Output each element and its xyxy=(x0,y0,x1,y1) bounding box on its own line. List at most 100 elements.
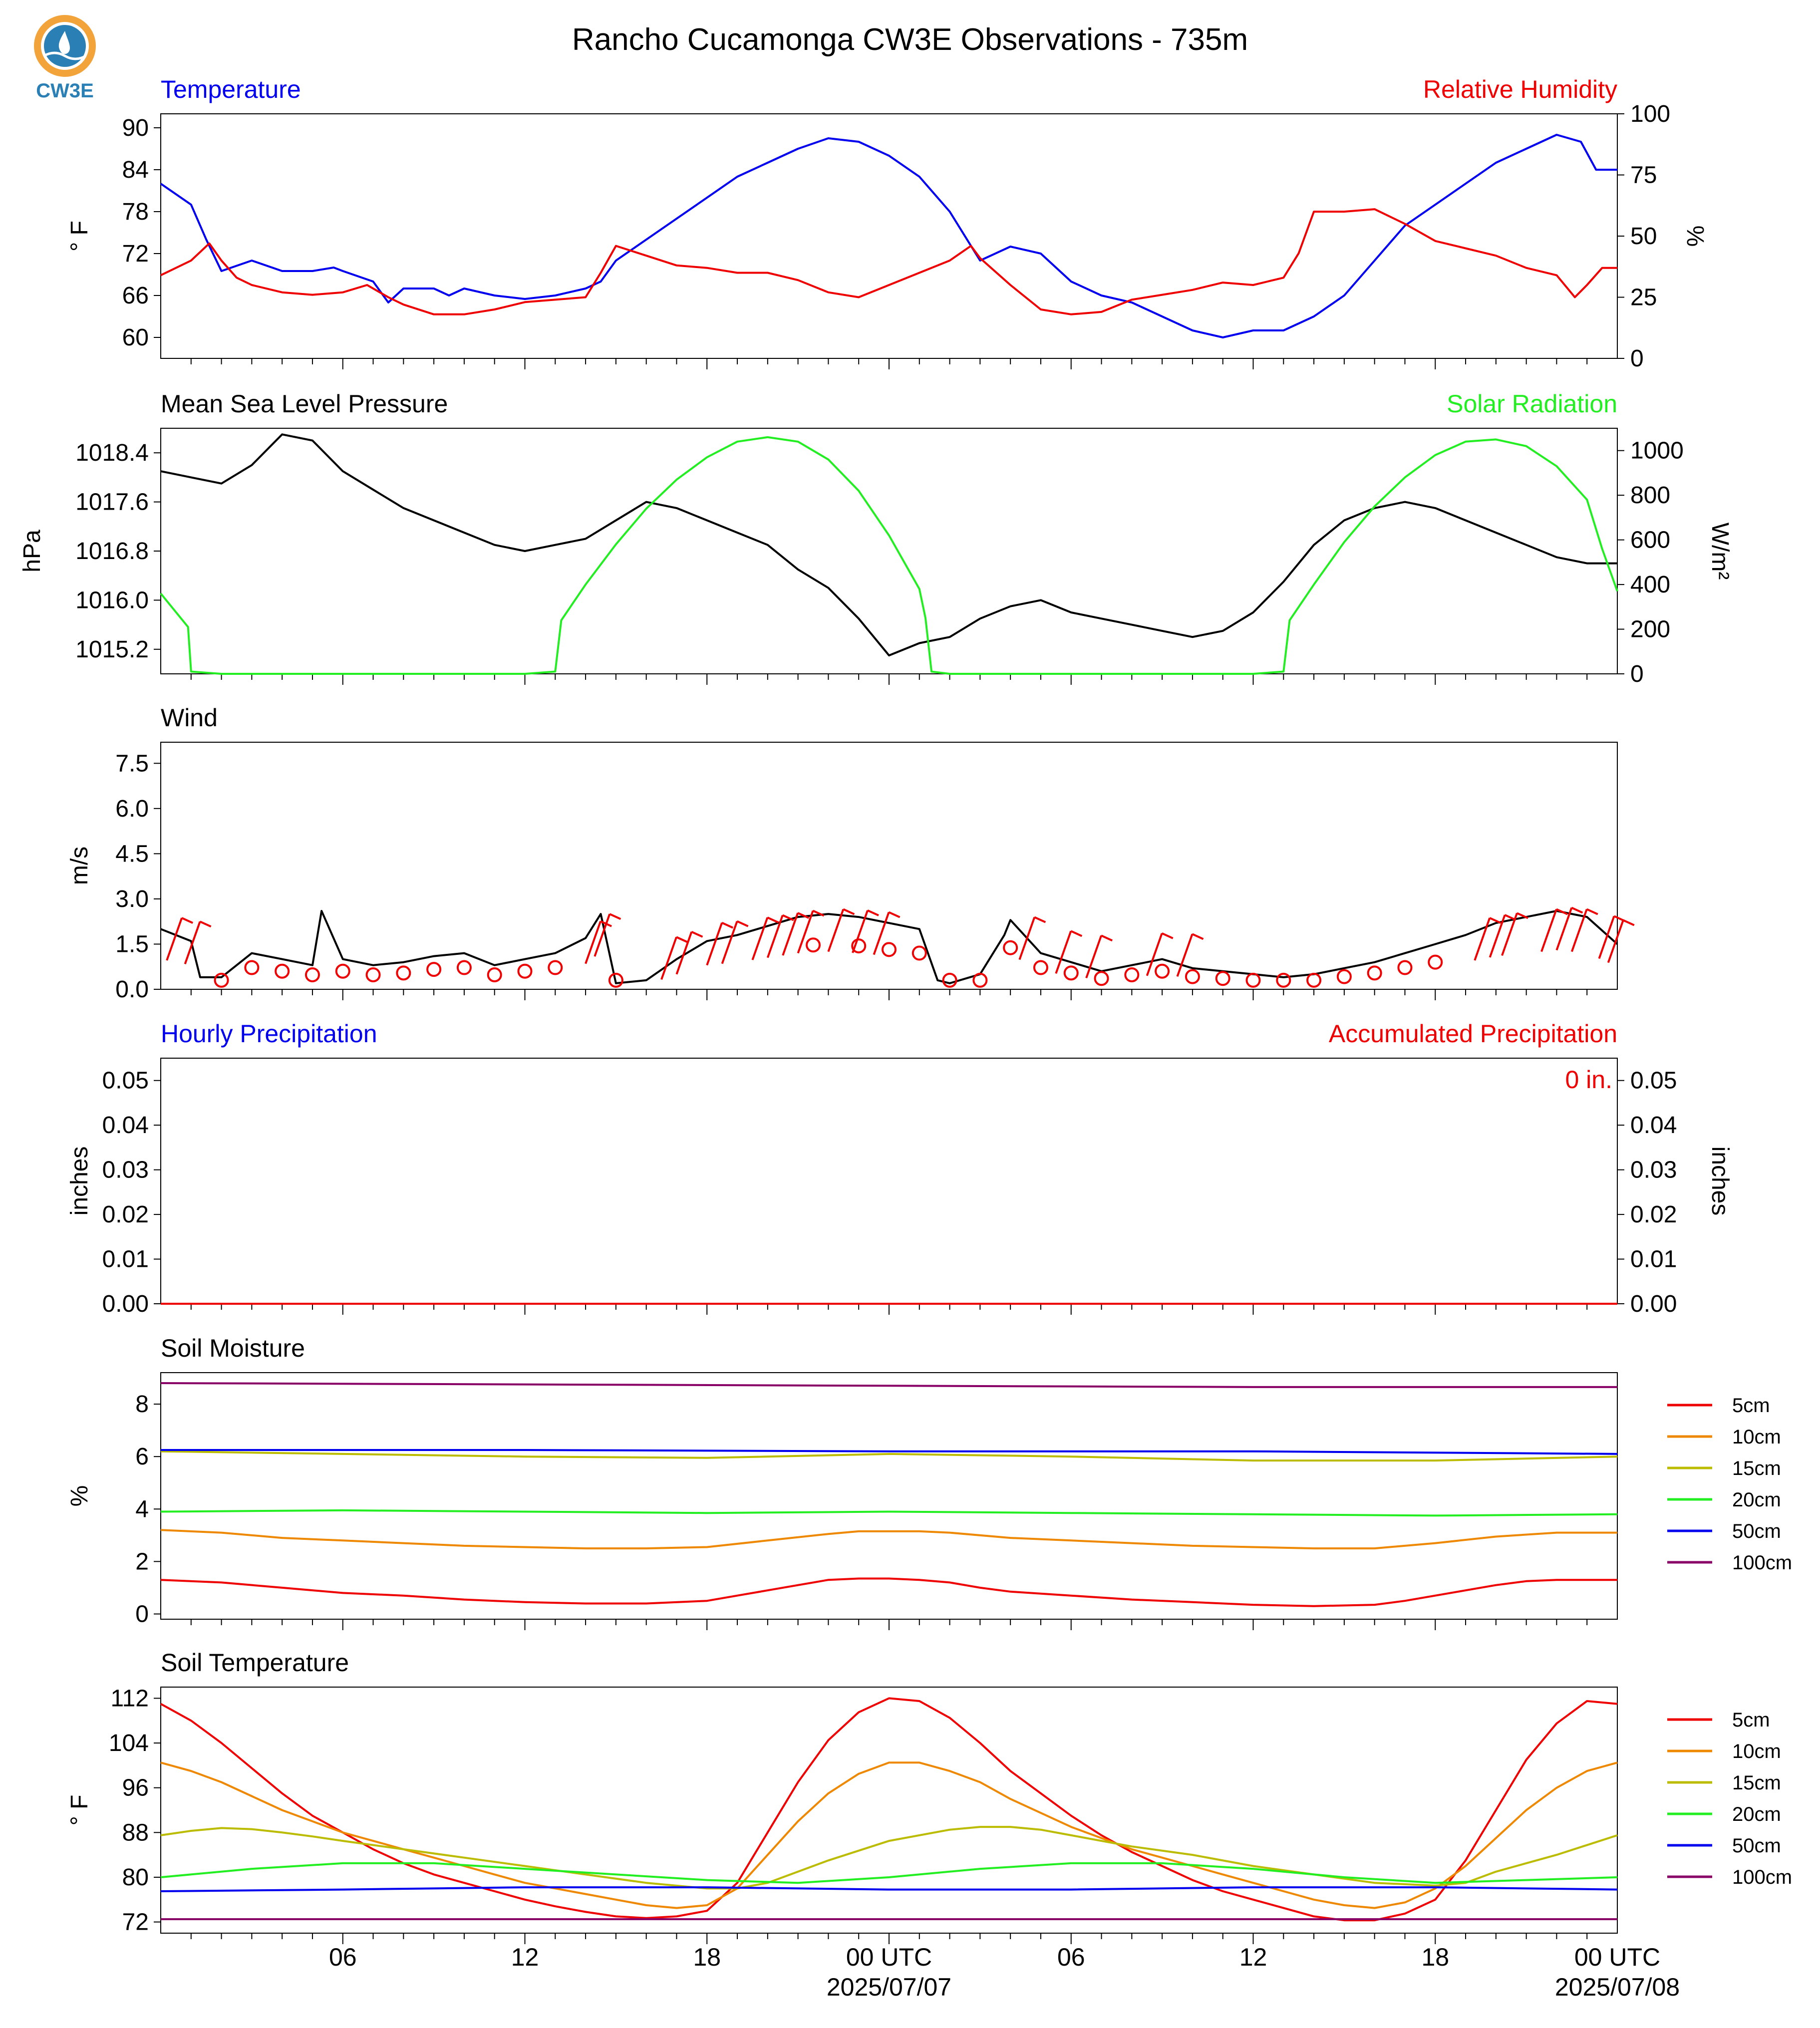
y-tick-label: 2 xyxy=(135,1548,149,1575)
legend-label: 20cm xyxy=(1732,1489,1781,1511)
legend-label: 50cm xyxy=(1732,1520,1781,1542)
y-tick-label: 7.5 xyxy=(115,750,149,777)
y-right-tick-label: 0.00 xyxy=(1630,1291,1677,1317)
y-axis-label: m/s xyxy=(66,847,93,885)
panel-title-left: Hourly Precipitation xyxy=(161,1020,377,1048)
wind-calm-marker xyxy=(1215,971,1230,986)
wind-barb-flag xyxy=(1517,912,1528,919)
y-right-tick-label: 25 xyxy=(1630,285,1657,311)
y-tick-label: 0.00 xyxy=(102,1291,149,1317)
y-right-tick-label: 1000 xyxy=(1630,438,1684,464)
y-tick-label: 0.03 xyxy=(102,1157,149,1183)
wind-barb xyxy=(184,921,201,964)
panel-title-left: Wind xyxy=(161,704,218,732)
panel-pressure_solar: Mean Sea Level Pressure Solar Radiation 10… xyxy=(19,390,1733,687)
y-tick-label: 112 xyxy=(110,1685,149,1712)
y-right-tick-label: 0.04 xyxy=(1630,1112,1677,1139)
wind-barb-flag xyxy=(181,917,193,924)
legend-label: 15cm xyxy=(1732,1457,1781,1479)
y-right-tick-label: 0.03 xyxy=(1630,1157,1677,1183)
series-line-10cm xyxy=(160,1529,1617,1550)
wind-calm-marker xyxy=(1063,965,1079,981)
wind-barb-flag xyxy=(1101,934,1113,942)
wind-barb-flag xyxy=(1586,908,1598,915)
x-date-label: 2025/07/07 xyxy=(827,1973,951,2001)
wind-barb xyxy=(1555,907,1573,951)
panel-wind: Wind 0.0 1.5 3.0 4.5 6.0 7.5 m/s xyxy=(66,704,1635,1003)
figure-title: Rancho Cucamonga CW3E Observations - 735… xyxy=(572,22,1248,57)
wind-barb-flag xyxy=(199,920,212,928)
y-tick-label: 0.04 xyxy=(102,1112,149,1139)
panel-title-right: Relative Humidity xyxy=(1423,75,1617,103)
panel-temp_rh: Temperature Relative Humidity 60 66 72 78 84 90… xyxy=(66,75,1708,372)
y-tick-label: 0.0 xyxy=(115,976,149,1003)
wind-barb-flag xyxy=(721,921,734,929)
wind-barb xyxy=(1501,912,1518,956)
wind-barb-flag xyxy=(1161,932,1174,939)
cw3e-logo: CW3E xyxy=(34,15,96,102)
y-right-axis-label: inches xyxy=(1707,1147,1733,1216)
wind-calm-marker xyxy=(1155,963,1170,979)
wind-barb xyxy=(1018,916,1036,960)
wind-barb-flag xyxy=(736,920,749,927)
plot-frame xyxy=(160,1372,1618,1620)
y-tick-label: 60 xyxy=(122,324,149,351)
wind-barb xyxy=(1176,933,1194,977)
wind-barb-flag xyxy=(1192,933,1204,940)
wind-barb xyxy=(797,910,814,954)
wind-calm-marker xyxy=(608,972,623,988)
series-line-5cm xyxy=(160,1577,1617,1607)
y-tick-label: 80 xyxy=(122,1864,149,1891)
wind-calm-marker xyxy=(1185,969,1200,984)
series-line-wind xyxy=(160,910,1618,984)
wind-barb-flag xyxy=(1070,930,1083,937)
wind-barb xyxy=(1489,914,1506,958)
wind-barb xyxy=(852,910,869,953)
wind-barb xyxy=(1598,915,1615,959)
wind-calm-marker xyxy=(1367,965,1382,981)
y-tick-label: 0.01 xyxy=(102,1246,149,1273)
plot-frame xyxy=(160,428,1618,674)
wind-calm-marker xyxy=(1033,960,1048,975)
wind-calm-marker xyxy=(1094,971,1109,986)
wind-barb-flag xyxy=(843,908,855,915)
wind-calm-marker xyxy=(911,945,927,961)
series-line-solar-radiation xyxy=(160,436,1618,675)
y-tick-label: 84 xyxy=(122,157,149,183)
wind-barb-flag xyxy=(1489,917,1502,924)
wind-barb xyxy=(873,911,890,955)
series-line-20cm xyxy=(160,1862,1618,1884)
series-line-15cm xyxy=(160,1450,1618,1462)
wind-barb-flag xyxy=(782,914,794,921)
y-tick-label: 8 xyxy=(135,1391,149,1418)
wind-barb-flag xyxy=(1034,916,1046,923)
y-right-tick-label: 0.01 xyxy=(1630,1246,1677,1273)
y-tick-label: 104 xyxy=(109,1730,149,1756)
wind-barb xyxy=(782,912,799,956)
wind-barb-flag xyxy=(1556,908,1568,915)
wind-calm-marker xyxy=(517,963,533,979)
plot-frame xyxy=(160,742,1618,990)
wind-calm-marker xyxy=(1276,972,1291,988)
panel-title-left: Soil Moisture xyxy=(161,1334,305,1362)
wind-barb xyxy=(1055,930,1072,974)
logo-wave xyxy=(43,51,87,60)
x-date-label: 2025/07/08 xyxy=(1555,1973,1680,2001)
legend-label: 15cm xyxy=(1732,1772,1781,1794)
wind-barb xyxy=(585,921,602,964)
x-tick-label: 12 xyxy=(1239,1943,1267,1971)
y-tick-label: 72 xyxy=(122,1909,149,1936)
wind-calm-marker xyxy=(1428,954,1443,970)
wind-barb-flag xyxy=(797,912,810,919)
y-right-axis-label: W/m² xyxy=(1707,523,1733,580)
wind-barb xyxy=(751,917,769,960)
wind-barb xyxy=(166,917,183,961)
wind-barb xyxy=(1607,919,1624,963)
wind-calm-marker xyxy=(365,967,381,983)
series-line-50cm xyxy=(161,1449,1618,1455)
series-line-relative-humidity xyxy=(160,208,1617,315)
plot-frame xyxy=(160,1687,1618,1934)
series-line-50cm xyxy=(160,1886,1618,1892)
